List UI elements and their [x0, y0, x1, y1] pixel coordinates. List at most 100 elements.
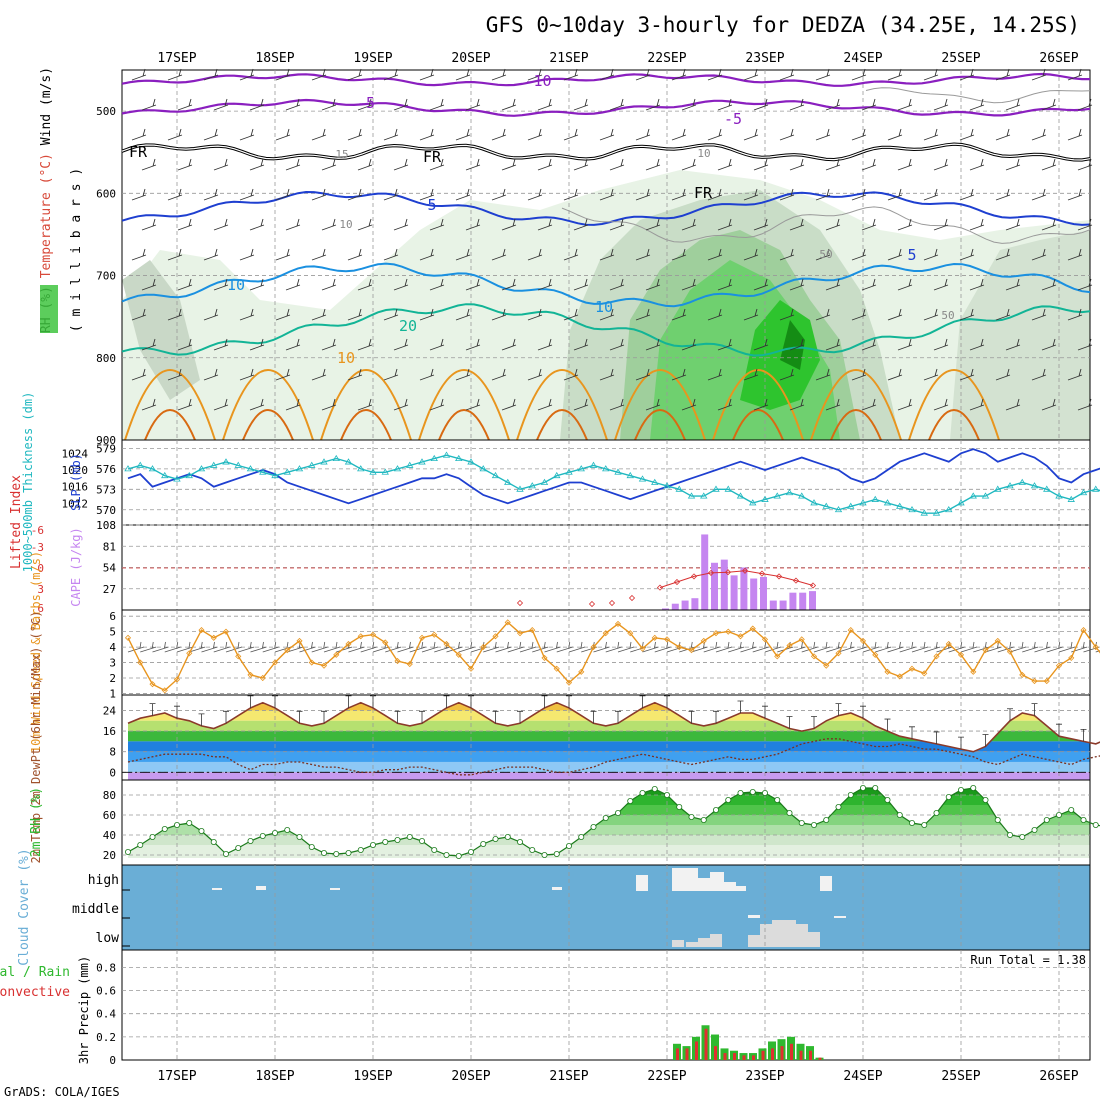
lifted-marker	[690, 573, 698, 580]
wind10m-marker	[320, 662, 328, 669]
wind-barb	[455, 128, 471, 141]
precip-convective-bar	[723, 1053, 727, 1060]
thickness-marker	[406, 461, 414, 468]
wind-barb	[141, 218, 157, 231]
wind-barb	[249, 98, 265, 111]
wind10m-marker	[333, 651, 340, 658]
top-date-label: 26SEP	[1039, 51, 1078, 66]
cape-tick: 54	[103, 562, 117, 575]
rh-marker	[713, 807, 720, 814]
thickness-marker	[871, 495, 879, 502]
rh-marker	[1007, 832, 1014, 839]
wind-barb	[285, 398, 301, 411]
wind-barb	[897, 278, 913, 291]
wind10m-marker	[504, 619, 511, 626]
cape-tick: 81	[103, 540, 116, 553]
cloud-high-bar	[710, 872, 724, 891]
contour-25-arch	[242, 409, 294, 441]
wind-barb	[1067, 368, 1083, 381]
rh-marker	[762, 790, 769, 797]
wind10m-marker	[896, 673, 903, 680]
wind-barb	[527, 248, 543, 261]
wind-barb	[779, 248, 795, 261]
thickness-marker	[308, 461, 316, 468]
wind-barb	[753, 278, 769, 291]
wind-barb	[707, 188, 723, 201]
wind-tick: 3	[109, 657, 116, 670]
rh-marker	[125, 849, 132, 856]
wind10m-barb	[1009, 641, 1027, 653]
wind-barb	[1077, 218, 1093, 231]
slp-tick: 1012	[62, 497, 89, 510]
wind-barb	[743, 248, 759, 261]
wind-barb	[383, 248, 399, 261]
wind-barb	[635, 308, 651, 321]
wind-barb	[1077, 278, 1093, 291]
cloud-ylabel: Cloud Cover (%)	[17, 848, 32, 965]
wind-barb	[357, 218, 373, 231]
thickness-marker	[761, 495, 769, 502]
rh-marker	[627, 798, 634, 805]
thickness-marker	[491, 471, 500, 479]
wind10m-marker	[235, 653, 242, 660]
rh-marker	[284, 827, 291, 834]
thickness-marker	[124, 465, 132, 472]
wind-barb	[455, 188, 471, 201]
thickness-marker	[663, 482, 671, 489]
thickness-marker	[736, 492, 745, 499]
wind-barb	[645, 98, 661, 111]
cape-tick: 108	[96, 519, 116, 532]
wind-barb	[131, 128, 147, 141]
cloud-high-bar	[330, 888, 340, 890]
wind-barb	[239, 128, 255, 141]
thickness-marker	[700, 492, 708, 499]
wind10m-marker	[284, 647, 291, 654]
wind-barb	[167, 248, 183, 261]
thickness-marker	[920, 509, 928, 516]
wind-barb	[347, 308, 363, 321]
wind-barb	[969, 398, 985, 411]
wind-barb	[1031, 68, 1047, 81]
wind-barb	[815, 368, 831, 381]
wind-barb	[717, 218, 733, 231]
wind10m-marker	[786, 642, 793, 649]
wind-barb	[573, 338, 589, 351]
temp-whisker	[443, 695, 450, 708]
bottom-date-label: 26SEP	[1039, 1069, 1078, 1084]
rh-tick: 20	[103, 849, 116, 862]
wind-barb	[753, 98, 769, 111]
wind10m-barb	[409, 641, 426, 653]
precip-convective-bar	[790, 1043, 793, 1060]
wind10m-marker	[823, 662, 830, 669]
wind-barb	[923, 128, 939, 141]
rh-marker	[333, 851, 340, 858]
contour-25-arch	[536, 409, 588, 441]
wind-barb	[681, 98, 697, 111]
wind-barb	[635, 248, 651, 261]
wind-barb	[599, 248, 615, 261]
precip-convective-bar	[761, 1050, 765, 1060]
cape-bar	[760, 576, 767, 610]
thickness-marker	[908, 505, 916, 513]
rh-marker	[602, 815, 609, 822]
wind10m-marker	[884, 668, 891, 675]
wind-barb	[537, 398, 553, 411]
wind-barb	[285, 278, 301, 291]
rh-marker	[921, 822, 928, 829]
cape-bar	[671, 603, 679, 610]
wind-barb	[671, 368, 687, 381]
rh-marker	[161, 826, 168, 833]
wind-barb	[599, 68, 615, 81]
wind10m-barb	[948, 641, 965, 653]
contour-20-arch	[418, 369, 510, 441]
wind10m-barb	[875, 641, 892, 653]
wind-barb	[203, 368, 219, 381]
wind-barb	[717, 278, 733, 291]
wind-barb	[851, 128, 867, 141]
wind-barb	[609, 98, 625, 111]
cloud-high-bar	[212, 888, 222, 890]
wind10m-marker	[1006, 648, 1014, 655]
lifted-marker	[656, 584, 664, 591]
rh-marker	[369, 842, 376, 849]
wind-barb	[455, 68, 471, 81]
